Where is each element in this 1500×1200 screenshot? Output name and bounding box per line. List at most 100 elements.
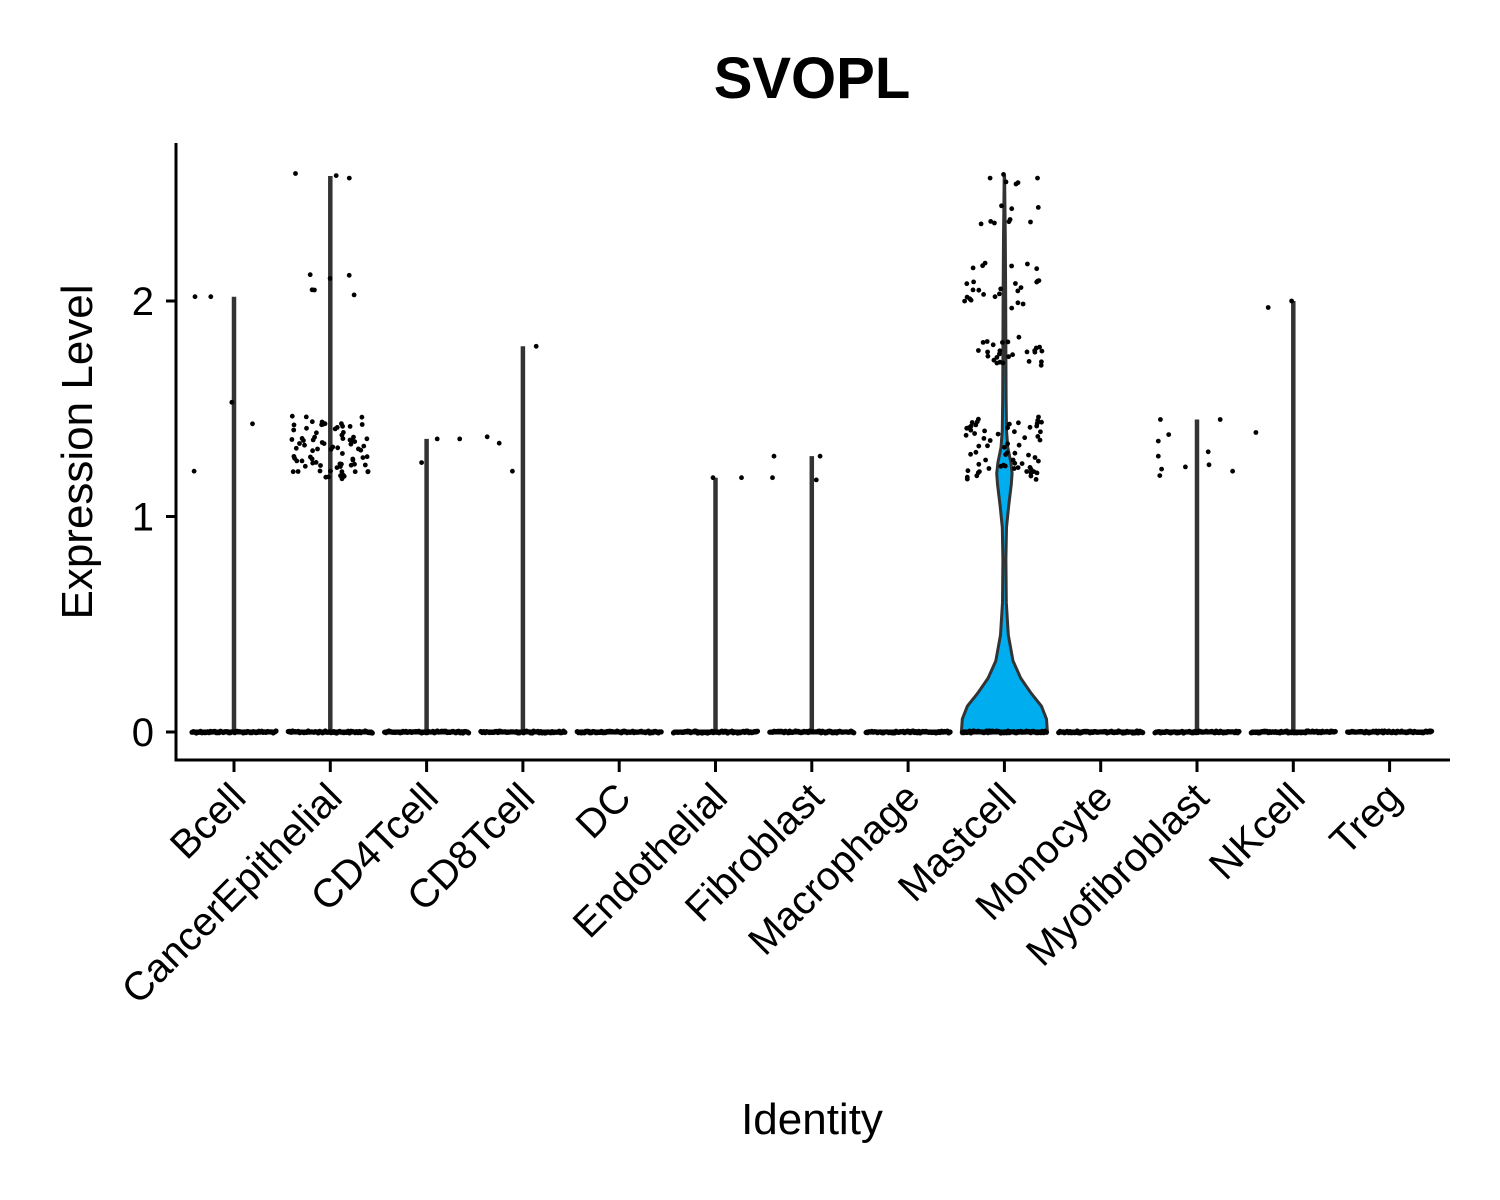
y-tick-label: 1 xyxy=(132,496,154,540)
data-point xyxy=(1007,421,1012,427)
x-tick-label: NKcell xyxy=(1201,775,1314,888)
data-point xyxy=(710,475,716,481)
zero-points xyxy=(285,728,375,736)
data-point xyxy=(434,436,440,442)
data-point xyxy=(348,441,354,447)
points-cd8tcell xyxy=(484,343,539,474)
data-point xyxy=(1005,441,1010,447)
data-point xyxy=(972,431,977,436)
data-point xyxy=(1034,470,1040,476)
data-point xyxy=(984,339,990,344)
data-point xyxy=(1010,352,1015,358)
data-point xyxy=(327,276,333,281)
data-point xyxy=(1012,450,1018,456)
data-point xyxy=(289,437,295,442)
data-point xyxy=(1028,473,1034,479)
data-point xyxy=(1028,219,1033,225)
data-point xyxy=(817,453,823,459)
data-point xyxy=(1000,360,1006,366)
points-bcell xyxy=(191,294,255,474)
data-point xyxy=(1026,359,1032,364)
zero-points xyxy=(1345,728,1435,736)
data-point xyxy=(968,451,973,457)
data-point xyxy=(360,455,366,460)
data-point xyxy=(1025,261,1030,267)
data-point xyxy=(985,443,990,449)
data-point xyxy=(1016,442,1022,448)
data-point xyxy=(1005,339,1011,345)
zero-points xyxy=(574,728,664,736)
data-point xyxy=(340,472,346,478)
data-point xyxy=(1011,466,1017,471)
data-point xyxy=(987,175,993,181)
data-point xyxy=(302,442,307,448)
data-point xyxy=(1206,462,1212,468)
data-point xyxy=(334,425,340,430)
data-point xyxy=(1155,438,1161,444)
data-point xyxy=(994,360,1000,366)
data-point xyxy=(1015,465,1021,470)
data-point xyxy=(981,436,987,441)
data-point xyxy=(297,441,302,446)
data-point xyxy=(302,463,308,469)
data-point xyxy=(289,413,295,419)
data-point xyxy=(965,468,971,474)
points-fibroblast xyxy=(770,453,823,483)
data-point xyxy=(1022,435,1028,441)
data-point xyxy=(1155,453,1161,459)
data-point xyxy=(309,287,315,293)
data-point xyxy=(250,421,255,427)
data-point xyxy=(999,203,1004,209)
points-endothelial xyxy=(710,475,744,481)
data-point xyxy=(976,461,982,467)
zero-points xyxy=(670,728,761,736)
data-point xyxy=(317,468,323,474)
data-point xyxy=(1016,334,1022,340)
data-point xyxy=(1035,205,1041,210)
points-cancerepithelial xyxy=(289,171,371,482)
axes: 012BcellCancerEpithelialCD4TcellCD8Tcell… xyxy=(114,143,1450,1012)
data-point xyxy=(1032,455,1038,460)
x-tick-label: DC xyxy=(568,775,640,847)
violin-dc xyxy=(574,728,664,736)
data-point xyxy=(294,458,300,464)
data-point xyxy=(1009,305,1015,311)
data-point xyxy=(1035,434,1041,439)
y-tick-label: 0 xyxy=(132,711,154,755)
data-point xyxy=(365,469,371,474)
data-point xyxy=(1039,419,1044,425)
data-point xyxy=(971,279,976,285)
data-point xyxy=(978,221,984,227)
data-point xyxy=(1027,424,1033,430)
data-point xyxy=(362,462,368,468)
data-point xyxy=(969,420,975,425)
data-point xyxy=(348,462,354,468)
data-point xyxy=(359,422,365,427)
data-point xyxy=(1019,461,1025,466)
violin-cd8tcell xyxy=(478,346,568,736)
x-tick-label: Treg xyxy=(1322,775,1410,863)
data-point xyxy=(340,451,345,456)
data-point xyxy=(1039,348,1045,354)
data-point xyxy=(813,477,819,483)
data-point xyxy=(303,414,309,420)
data-point xyxy=(304,425,309,431)
data-point xyxy=(1034,423,1040,429)
violin-cd4tcell xyxy=(382,438,472,736)
data-point xyxy=(328,468,333,474)
data-point xyxy=(293,171,298,176)
data-point xyxy=(323,474,329,480)
data-point xyxy=(346,175,352,181)
data-point xyxy=(770,475,775,481)
data-point xyxy=(457,436,463,442)
data-point xyxy=(1034,279,1040,285)
data-point xyxy=(1024,469,1030,474)
data-point xyxy=(963,432,969,438)
data-point xyxy=(291,422,297,428)
data-point xyxy=(1015,300,1021,306)
data-point xyxy=(229,399,235,405)
data-point xyxy=(976,287,982,293)
data-point xyxy=(771,453,777,459)
data-point xyxy=(980,263,985,269)
data-point xyxy=(310,448,315,454)
